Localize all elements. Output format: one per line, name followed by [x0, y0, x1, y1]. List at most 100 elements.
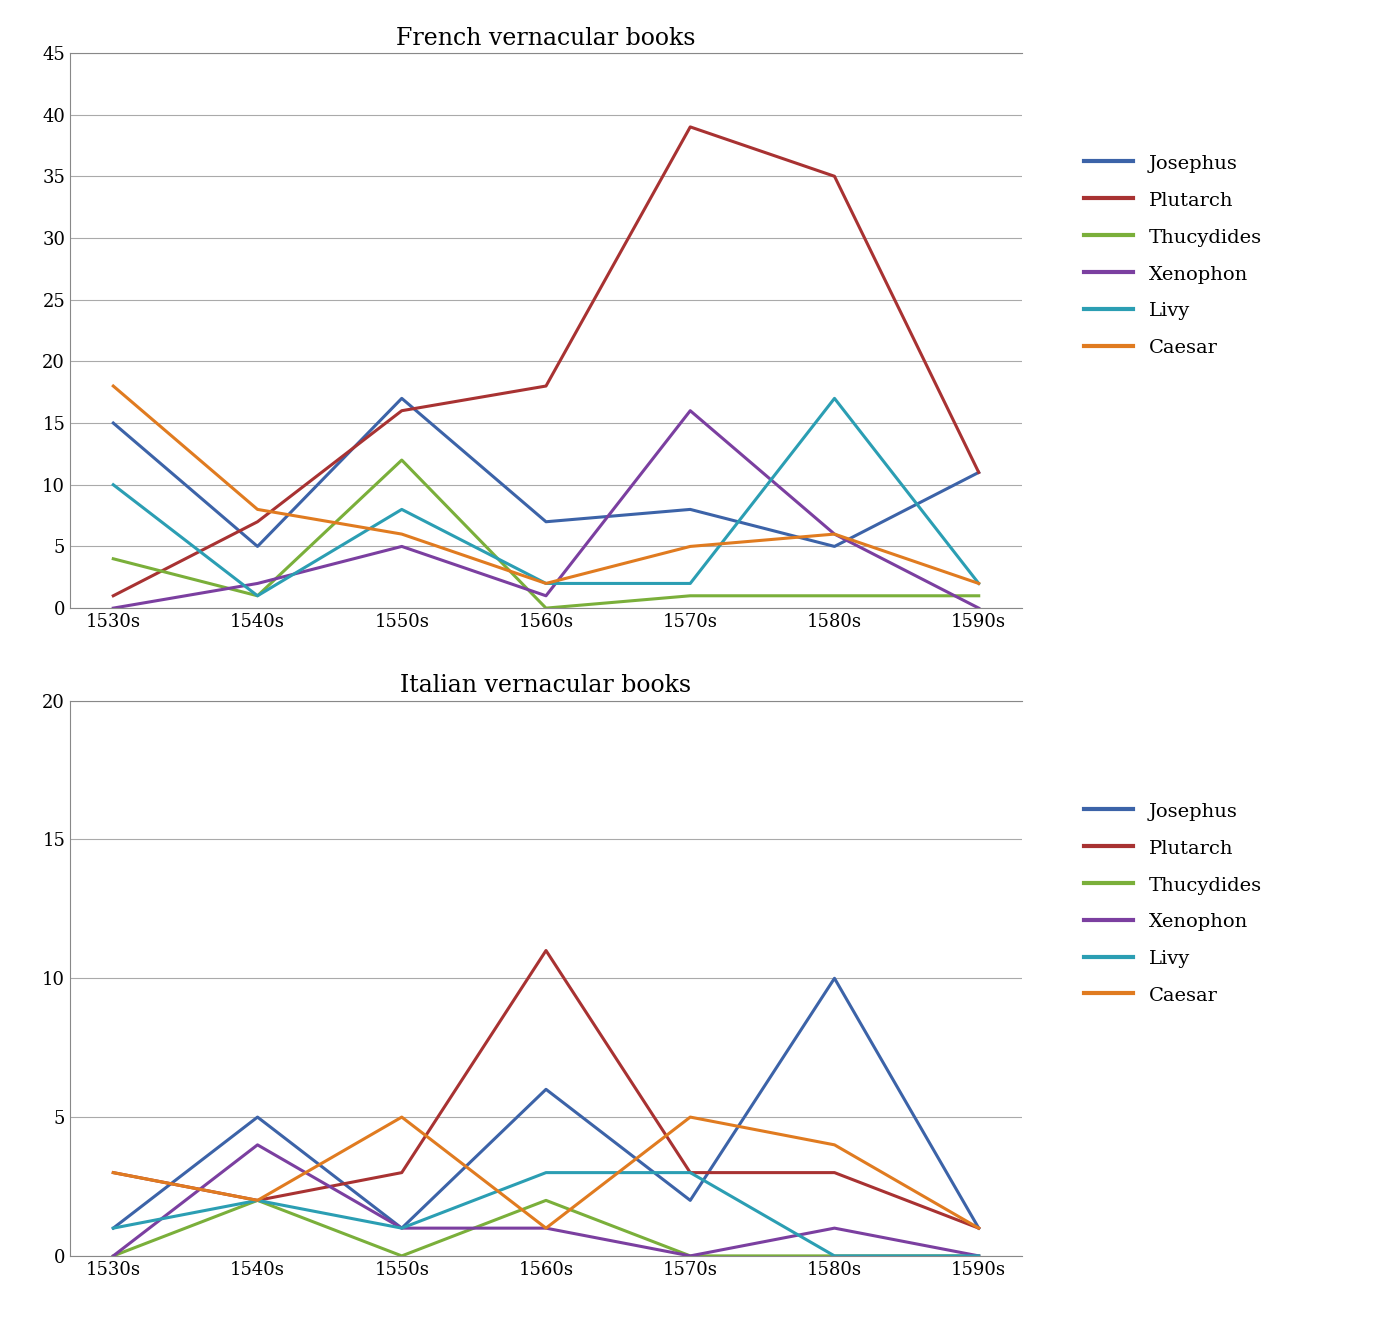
Livy — [682, 575, 699, 591]
Thucydides — [970, 1248, 987, 1264]
Josephus — [970, 1220, 987, 1236]
Josephus — [538, 1081, 554, 1097]
Josephus — [826, 970, 843, 986]
Thucydides — [393, 452, 410, 468]
Xenophon — [393, 538, 410, 554]
Line: Caesar: Caesar — [113, 386, 979, 583]
Josephus — [970, 464, 987, 480]
Caesar — [393, 526, 410, 542]
Livy — [393, 1220, 410, 1236]
Xenophon — [970, 600, 987, 616]
Livy — [826, 1248, 843, 1264]
Caesar — [105, 1165, 122, 1181]
Josephus — [682, 501, 699, 517]
Caesar — [682, 538, 699, 554]
Xenophon — [682, 403, 699, 419]
Caesar — [538, 1220, 554, 1236]
Line: Plutarch: Plutarch — [113, 951, 979, 1228]
Thucydides — [826, 588, 843, 604]
Livy — [249, 588, 266, 604]
Livy — [682, 1165, 699, 1181]
Caesar — [249, 501, 266, 517]
Livy — [538, 575, 554, 591]
Caesar — [970, 575, 987, 591]
Josephus — [826, 538, 843, 554]
Josephus — [105, 415, 122, 431]
Plutarch — [538, 378, 554, 394]
Xenophon — [538, 1220, 554, 1236]
Plutarch — [249, 514, 266, 530]
Line: Thucydides: Thucydides — [113, 1200, 979, 1256]
Title: Italian vernacular books: Italian vernacular books — [400, 674, 692, 697]
Plutarch — [682, 119, 699, 135]
Thucydides — [826, 1248, 843, 1264]
Thucydides — [538, 1192, 554, 1208]
Livy — [249, 1192, 266, 1208]
Thucydides — [105, 551, 122, 567]
Line: Josephus: Josephus — [113, 978, 979, 1228]
Caesar — [970, 1220, 987, 1236]
Plutarch — [682, 1165, 699, 1181]
Plutarch — [970, 464, 987, 480]
Line: Plutarch: Plutarch — [113, 127, 979, 596]
Plutarch — [105, 588, 122, 604]
Thucydides — [970, 588, 987, 604]
Xenophon — [538, 588, 554, 604]
Xenophon — [393, 1220, 410, 1236]
Line: Josephus: Josephus — [113, 398, 979, 546]
Xenophon — [249, 1137, 266, 1153]
Line: Livy: Livy — [113, 1173, 979, 1256]
Title: French vernacular books: French vernacular books — [396, 26, 696, 49]
Josephus — [682, 1192, 699, 1208]
Livy — [970, 1248, 987, 1264]
Xenophon — [826, 526, 843, 542]
Plutarch — [826, 168, 843, 184]
Plutarch — [538, 943, 554, 958]
Thucydides — [682, 1248, 699, 1264]
Plutarch — [826, 1165, 843, 1181]
Josephus — [393, 1220, 410, 1236]
Thucydides — [538, 600, 554, 616]
Livy — [105, 477, 122, 493]
Thucydides — [393, 1248, 410, 1264]
Legend: Josephus, Plutarch, Thucydides, Xenophon, Livy, Caesar: Josephus, Plutarch, Thucydides, Xenophon… — [1077, 793, 1270, 1013]
Xenophon — [105, 600, 122, 616]
Line: Livy: Livy — [113, 398, 979, 596]
Livy — [105, 1220, 122, 1236]
Legend: Josephus, Plutarch, Thucydides, Xenophon, Livy, Caesar: Josephus, Plutarch, Thucydides, Xenophon… — [1077, 145, 1270, 365]
Josephus — [393, 390, 410, 406]
Line: Caesar: Caesar — [113, 1117, 979, 1228]
Caesar — [826, 526, 843, 542]
Caesar — [105, 378, 122, 394]
Xenophon — [826, 1220, 843, 1236]
Livy — [393, 501, 410, 517]
Line: Xenophon: Xenophon — [113, 1145, 979, 1256]
Livy — [970, 575, 987, 591]
Line: Thucydides: Thucydides — [113, 460, 979, 608]
Caesar — [826, 1137, 843, 1153]
Xenophon — [105, 1248, 122, 1264]
Josephus — [249, 1109, 266, 1125]
Caesar — [682, 1109, 699, 1125]
Livy — [538, 1165, 554, 1181]
Josephus — [249, 538, 266, 554]
Josephus — [538, 514, 554, 530]
Thucydides — [105, 1248, 122, 1264]
Plutarch — [393, 1165, 410, 1181]
Xenophon — [970, 1248, 987, 1264]
Line: Xenophon: Xenophon — [113, 411, 979, 608]
Plutarch — [105, 1165, 122, 1181]
Xenophon — [682, 1248, 699, 1264]
Josephus — [105, 1220, 122, 1236]
Caesar — [249, 1192, 266, 1208]
Plutarch — [393, 403, 410, 419]
Livy — [826, 390, 843, 406]
Plutarch — [249, 1192, 266, 1208]
Caesar — [393, 1109, 410, 1125]
Thucydides — [249, 1192, 266, 1208]
Thucydides — [682, 588, 699, 604]
Thucydides — [249, 588, 266, 604]
Xenophon — [249, 575, 266, 591]
Caesar — [538, 575, 554, 591]
Plutarch — [970, 1220, 987, 1236]
